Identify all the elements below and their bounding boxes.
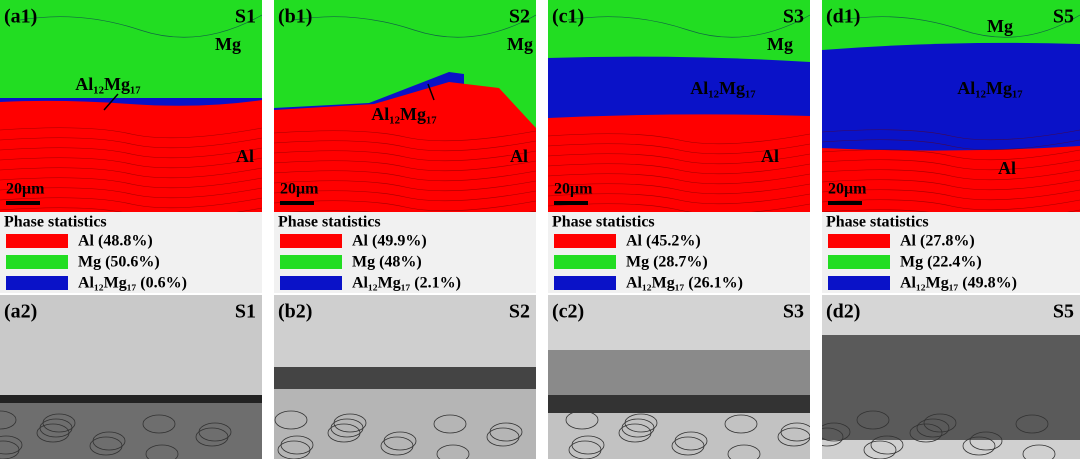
image-sample-label: S5 — [1053, 301, 1074, 323]
phase-label-intermetallic: Al₁₂Mg₁₇ — [371, 104, 437, 124]
phase-label-intermetallic: Al₁₂Mg₁₇ — [690, 78, 756, 98]
image-sample-label: S3 — [783, 301, 804, 323]
legend-label: Al₁₂Mg₁₇ (26.1%) — [626, 275, 743, 292]
legend-swatch — [6, 234, 68, 248]
leader-line — [427, 83, 435, 101]
legend-swatch — [828, 234, 890, 248]
scale-bar-label: 20μm — [6, 181, 45, 198]
phase-label-intermetallic: Al₁₂Mg₁₇ — [957, 78, 1023, 98]
panel: (a1) S1 Mg Al₁₂Mg₁₇ Al 20μm Phase statistics Al… — [0, 0, 262, 459]
image-label: (c2) — [552, 301, 584, 323]
legend-label: Al (48.8%) — [78, 233, 153, 250]
phase-label-mg: Mg — [507, 34, 533, 54]
phase-map — [0, 0, 262, 212]
stats-title: Phase statistics — [4, 214, 107, 231]
legend-swatch — [280, 276, 342, 290]
legend-swatch — [828, 255, 890, 269]
panel-label: (c1) — [552, 6, 584, 28]
panel: (b1) S2 Mg Al₁₂Mg₁₇ Al 20μm Phase statistics Al… — [274, 0, 536, 459]
legend-label: Al₁₂Mg₁₇ (2.1%) — [352, 275, 461, 292]
phase-label-al: Al — [236, 146, 254, 166]
micrograph — [548, 295, 810, 459]
scale-bar — [280, 201, 314, 205]
legend-swatch — [554, 234, 616, 248]
legend-label: Al (49.9%) — [352, 233, 427, 250]
legend-label: Al (27.8%) — [900, 233, 975, 250]
image-label: (d2) — [826, 301, 860, 323]
legend-label: Mg (48%) — [352, 254, 422, 271]
legend-label: Mg (50.6%) — [78, 254, 160, 271]
phase-label-mg: Mg — [987, 16, 1013, 36]
legend-label: Mg (28.7%) — [626, 254, 708, 271]
sample-label: S2 — [509, 6, 530, 28]
panel: (c1) S3 Mg Al₁₂Mg₁₇ Al 20μm Phase statistics Al… — [548, 0, 810, 459]
sample-label: S5 — [1053, 6, 1074, 28]
legend-swatch — [6, 276, 68, 290]
scale-bar — [828, 201, 862, 205]
legend-swatch — [554, 255, 616, 269]
phase-map — [548, 0, 810, 212]
panel-label: (d1) — [826, 6, 860, 28]
micrograph — [0, 295, 262, 459]
scale-bar-label: 20μm — [280, 181, 319, 198]
micrograph — [822, 295, 1080, 459]
panel-label: (a1) — [4, 6, 37, 28]
legend-swatch — [280, 255, 342, 269]
stats-title: Phase statistics — [826, 214, 929, 231]
phase-label-al: Al — [761, 146, 779, 166]
phase-map — [274, 0, 536, 212]
phase-map — [822, 0, 1080, 212]
phase-label-mg: Mg — [215, 34, 241, 54]
image-sample-label: S2 — [509, 301, 530, 323]
phase-label-mg: Mg — [767, 34, 793, 54]
legend-swatch — [280, 234, 342, 248]
sample-label: S3 — [783, 6, 804, 28]
legend-label: Al₁₂Mg₁₇ (49.8%) — [900, 275, 1017, 292]
micrograph — [274, 295, 536, 459]
legend-label: Al (45.2%) — [626, 233, 701, 250]
panel-label: (b1) — [278, 6, 312, 28]
image-sample-label: S1 — [235, 301, 256, 323]
image-label: (b2) — [278, 301, 312, 323]
phase-label-al: Al — [998, 158, 1016, 178]
image-label: (a2) — [4, 301, 37, 323]
legend-swatch — [554, 276, 616, 290]
panel: (d1) S5 Mg Al₁₂Mg₁₇ Al 20μm Phase statistics Al… — [822, 0, 1080, 459]
scale-bar — [6, 201, 40, 205]
phase-label-intermetallic: Al₁₂Mg₁₇ — [75, 74, 141, 94]
phase-label-al: Al — [510, 146, 528, 166]
legend-label: Mg (22.4%) — [900, 254, 982, 271]
scale-bar-label: 20μm — [828, 181, 867, 198]
stats-title: Phase statistics — [278, 214, 381, 231]
sample-label: S1 — [235, 6, 256, 28]
legend-swatch — [6, 255, 68, 269]
scale-bar-label: 20μm — [554, 181, 593, 198]
stats-title: Phase statistics — [552, 214, 655, 231]
leader-line — [103, 93, 119, 111]
scale-bar — [554, 201, 588, 205]
legend-swatch — [828, 276, 890, 290]
legend-label: Al₁₂Mg₁₇ (0.6%) — [78, 275, 187, 292]
